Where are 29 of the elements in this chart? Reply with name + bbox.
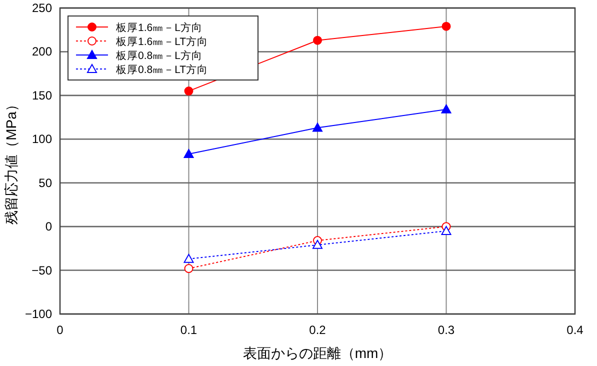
legend-label: 板厚0.8㎜－LT方向 bbox=[115, 63, 208, 76]
point bbox=[184, 86, 194, 96]
y-tick-label: 50 bbox=[38, 176, 52, 190]
x-axis-title: 表面からの距離（mm） bbox=[242, 345, 392, 361]
y-tick-label: −100 bbox=[24, 307, 52, 321]
y-tick-label: 0 bbox=[45, 220, 52, 234]
y-tick-label: 150 bbox=[32, 88, 52, 102]
x-tick-label: 0.4 bbox=[566, 323, 584, 337]
y-tick-label: 100 bbox=[32, 132, 52, 146]
x-tick-label: 0.2 bbox=[309, 323, 326, 337]
x-tick-label: 0.3 bbox=[438, 323, 455, 337]
y-tick-label: 200 bbox=[32, 44, 52, 59]
point bbox=[312, 122, 322, 132]
x-tick-label: 0 bbox=[56, 323, 64, 337]
legend-label: 板厚1.6㎜－LT方向 bbox=[115, 35, 208, 48]
y-tick-label: 250 bbox=[32, 1, 52, 15]
legend-label: 板厚1.6㎜－L方向 bbox=[115, 21, 202, 34]
point bbox=[441, 226, 452, 235]
y-axis-title: 残留応力値（MPa） bbox=[3, 98, 19, 224]
x-tick-label: 0.1 bbox=[180, 323, 198, 337]
y-tick-label: −50 bbox=[32, 263, 52, 278]
point bbox=[312, 240, 322, 249]
point bbox=[184, 254, 194, 263]
point bbox=[313, 36, 322, 45]
point bbox=[184, 149, 194, 158]
point bbox=[441, 104, 452, 114]
point bbox=[184, 264, 194, 274]
point bbox=[442, 22, 451, 31]
legend-label: 板厚0.8㎜－L方向 bbox=[115, 49, 202, 62]
